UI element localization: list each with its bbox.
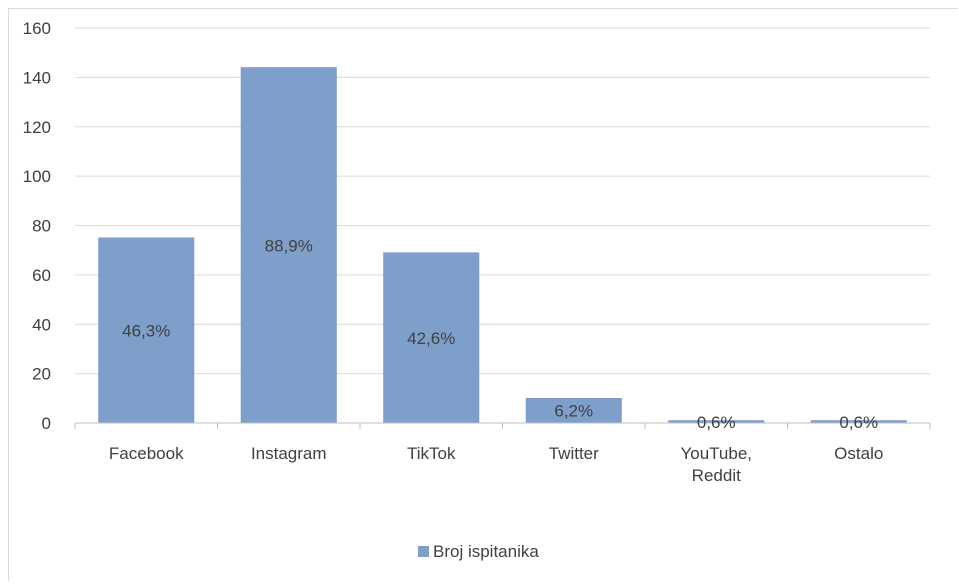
data-label-youtube-reddit: 0,6% [697,413,736,432]
x-category-label-tiktok: TikTok [407,444,456,463]
y-tick-label-100: 100 [23,167,51,186]
x-axis: Facebook Instagram TikTok Twitter YouTube, Re… [74,422,931,485]
y-tick-label-40: 40 [32,315,51,334]
data-label-ostalo: 0,6% [839,413,878,432]
data-label-tiktok: 42,6% [407,329,455,348]
bar-facebook [98,237,195,424]
y-axis-tick-labels: 0 20 40 60 80 100 120 140 160 [23,19,51,433]
y-tick-label-120: 120 [23,118,51,137]
bar-tiktok [383,252,480,424]
y-tick-label-160: 160 [23,19,51,38]
chart-container: 0 20 40 60 80 100 120 140 160 Facebook Instagram T… [8,8,958,581]
legend-swatch-broj-ispitanika [418,546,429,557]
legend: Broj ispitanika [418,542,539,561]
y-tick-label-140: 140 [23,68,51,87]
data-labels: 46,3% 88,9% 42,6% 6,2% 0,6% 0,6% [122,236,878,432]
bar-instagram [240,67,337,424]
x-category-label-youtube-reddit: YouTube, Reddit [680,444,752,485]
x-category-label-instagram: Instagram [251,444,327,463]
bars [98,67,907,424]
data-label-facebook: 46,3% [122,321,170,340]
y-tick-label-60: 60 [32,266,51,285]
bar-twitter [525,398,622,424]
x-category-label-twitter: Twitter [549,444,599,463]
x-category-label-ostalo: Ostalo [834,444,883,463]
y-tick-label-0: 0 [42,414,51,433]
y-tick-label-80: 80 [32,217,51,236]
y-tick-label-20: 20 [32,365,51,384]
data-label-instagram: 88,9% [265,236,313,255]
bar-chart: 0 20 40 60 80 100 120 140 160 Facebook Instagram T… [23,19,931,561]
legend-label-broj-ispitanika: Broj ispitanika [433,542,539,561]
data-label-twitter: 6,2% [554,402,593,421]
gridlines [75,27,930,375]
x-category-label-facebook: Facebook [109,444,184,463]
